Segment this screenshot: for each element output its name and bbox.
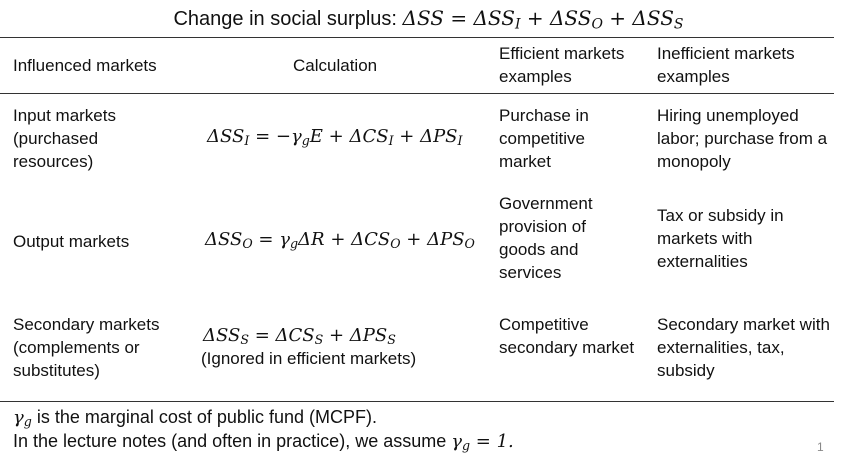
row-output-efficient: Government provision of goods and servic…: [499, 194, 593, 282]
page-number: 1: [817, 440, 824, 454]
footnote-assumption: In the lecture notes (and often in pract…: [13, 431, 514, 453]
header-calculation: Calculation: [293, 56, 378, 75]
title-formula: ΔSS = ΔSSI + ΔSSO + ΔSSS: [402, 6, 684, 33]
table-top-rule: [0, 37, 834, 38]
header-influenced-markets: Influenced markets: [13, 56, 157, 75]
footnote-mcpf-text: is the marginal cost of public fund (MCP…: [31, 407, 377, 427]
row-secondary-efficient: Competitive secondary market: [499, 315, 635, 357]
row-secondary-calc: ΔSSS = ΔCSS + ΔPSS: [203, 325, 396, 348]
row-secondary-market: Secondary markets (complements or substi…: [13, 315, 160, 380]
row-input-efficient: Purchase in competitive market: [499, 106, 589, 171]
title-text: Change in social surplus:: [173, 8, 403, 30]
row-input-inefficient: Hiring unemployed labor; purchase from a…: [657, 106, 828, 171]
footnote-assumption-text: In the lecture notes (and often in pract…: [13, 431, 452, 451]
row-input-market: Input markets (purchased resources): [13, 106, 116, 171]
row-output-inefficient: Tax or subsidy in markets with externali…: [657, 206, 784, 271]
row-secondary-inefficient: Secondary market with externalities, tax…: [657, 315, 830, 380]
row-input-calc: ΔSSI = −γgE + ΔCSI + ΔPSI: [207, 126, 463, 149]
slide-title: Change in social surplus: ΔSS = ΔSSI + Δ…: [0, 6, 857, 33]
footnote-assumption-formula: γg = 1.: [451, 431, 514, 454]
header-inefficient-examples: Inefficient markets examples: [657, 44, 795, 86]
table-header-rule: [0, 93, 834, 94]
row-output-market: Output markets: [13, 232, 130, 251]
footnote-gamma-symbol: γg: [13, 407, 32, 430]
footnote-mcpf: γg is the marginal cost of public fund (…: [13, 407, 377, 429]
table-bottom-rule: [0, 401, 834, 402]
row-secondary-calc-note: (Ignored in efficient markets): [201, 349, 417, 368]
row-output-calc: ΔSSO = γgΔR + ΔCSO + ΔPSO: [205, 229, 475, 252]
header-efficient-examples: Efficient markets examples: [499, 44, 625, 86]
